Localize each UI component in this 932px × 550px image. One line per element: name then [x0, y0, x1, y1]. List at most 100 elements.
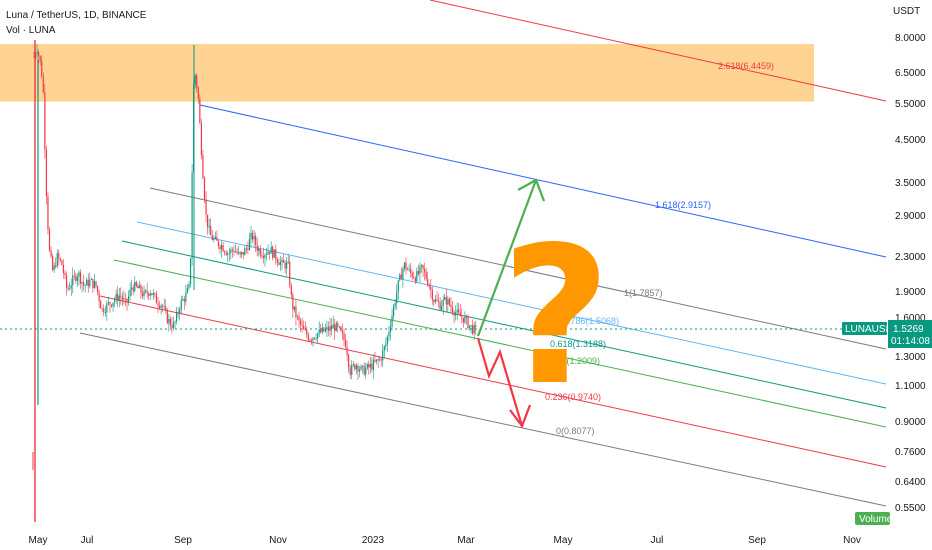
- candle: [362, 365, 364, 374]
- candle: [219, 244, 221, 254]
- candle: [185, 284, 187, 306]
- candle: [475, 320, 477, 335]
- candle: [307, 331, 309, 343]
- candle: [41, 55, 43, 79]
- candle: [123, 290, 125, 305]
- candle: [331, 318, 333, 336]
- time-tick-label: Mar: [457, 535, 475, 546]
- fib-level-line[interactable]: [113, 259, 887, 428]
- candle: [228, 248, 230, 262]
- candle: [141, 286, 144, 299]
- candle: [295, 299, 297, 326]
- candle: [385, 337, 387, 351]
- volume-legend[interactable]: Vol · LUNA: [6, 25, 56, 36]
- candle: [129, 282, 131, 301]
- symbol-title[interactable]: Luna / TetherUS, 1D, BINANCE: [6, 10, 147, 21]
- candle: [224, 250, 226, 256]
- candle: [447, 295, 449, 312]
- candle: [166, 308, 168, 325]
- candle: [72, 267, 74, 293]
- volume-badge-label[interactable]: Volume: [859, 514, 893, 525]
- candle: [269, 251, 271, 261]
- candle: [444, 293, 446, 301]
- candle: [286, 256, 288, 276]
- time-tick-label: Nov: [843, 535, 861, 546]
- candle: [115, 289, 117, 304]
- candle: [197, 85, 199, 104]
- candle: [148, 292, 150, 301]
- candle: [230, 246, 232, 260]
- fib-level-line[interactable]: [136, 221, 887, 385]
- candle: [436, 291, 438, 302]
- candle: [64, 270, 66, 280]
- candle: [59, 257, 61, 263]
- price-tick-label: 4.5000: [895, 135, 926, 146]
- candle: [84, 284, 86, 293]
- candle: [211, 230, 213, 241]
- candle: [92, 278, 94, 293]
- fib-level-line[interactable]: [79, 332, 887, 507]
- fib-channel-layer: 0(0.8077) 0.236(0.9740) 0.5(1.2009) 0.618(1…: [0, 0, 887, 507]
- candle: [355, 363, 357, 375]
- candle: [47, 192, 49, 235]
- fib-level-label: 1(1.7857): [624, 288, 663, 298]
- candle: [78, 270, 80, 286]
- candle: [313, 337, 316, 340]
- candle: [245, 244, 247, 254]
- time-tick-label: Jul: [651, 535, 664, 546]
- price-tag-bg: [888, 320, 932, 348]
- candle: [262, 247, 264, 264]
- fib-level-line[interactable]: [199, 104, 887, 258]
- fib-level-label: 0.786(1.5068): [563, 316, 619, 326]
- price-axis[interactable]: USDT 8.0000 6.5000 5.5000 4.5000 3.5000 2.9000…: [893, 6, 926, 514]
- time-axis[interactable]: May Jul Sep Nov 2023 Mar May Jul Sep Nov: [29, 535, 861, 546]
- candle: [176, 306, 178, 325]
- fib-level-line[interactable]: [149, 187, 887, 350]
- candle: [168, 313, 170, 332]
- candle: [327, 321, 330, 336]
- candle: [248, 232, 251, 251]
- candle: [89, 272, 91, 289]
- candle: [104, 305, 106, 317]
- price-tag-value: 1.5269: [893, 324, 924, 335]
- candle: [464, 311, 466, 325]
- candle: [247, 241, 249, 254]
- candle: [259, 244, 261, 259]
- candle: [312, 336, 314, 347]
- candle: [231, 247, 233, 258]
- fib-level-line[interactable]: [99, 295, 887, 468]
- candle: [87, 273, 89, 293]
- candle: [169, 315, 171, 328]
- candle: [53, 262, 55, 274]
- candle: [149, 289, 151, 301]
- fib-level-line[interactable]: [121, 240, 887, 409]
- fib-level-label: 2.618(6.4459): [718, 61, 774, 71]
- candle: [100, 299, 102, 309]
- question-mark: ?: [501, 206, 611, 427]
- candle: [75, 272, 77, 285]
- candle: [365, 362, 367, 379]
- candle: [303, 320, 305, 330]
- candle: [289, 255, 291, 289]
- candle: [402, 266, 404, 288]
- candle: [338, 325, 340, 329]
- candle: [281, 257, 283, 270]
- price-tag-countdown: 01:14:08: [891, 336, 930, 347]
- candle: [208, 218, 210, 235]
- candle: [470, 324, 472, 334]
- candle: [396, 284, 398, 310]
- candle: [261, 250, 263, 259]
- fib-level-label: 0(0.8077): [556, 426, 595, 436]
- candle: [420, 264, 423, 273]
- candle: [180, 295, 182, 315]
- resistance-zone: [0, 44, 814, 102]
- candle: [310, 338, 313, 345]
- candle: [39, 55, 41, 66]
- candle: [428, 283, 430, 290]
- candle: [424, 262, 426, 281]
- fib-level-line[interactable]: [429, 0, 887, 102]
- candle: [183, 295, 185, 310]
- bearish-scenario-arrow: [476, 337, 524, 427]
- volume-badge-bg[interactable]: [855, 512, 890, 525]
